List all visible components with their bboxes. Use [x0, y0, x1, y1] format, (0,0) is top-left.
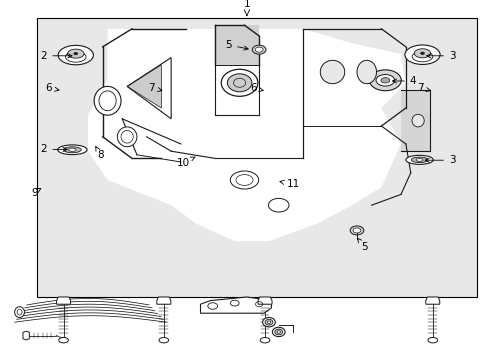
Ellipse shape — [380, 77, 389, 83]
Text: 6: 6 — [249, 83, 263, 93]
Text: 3: 3 — [425, 155, 455, 165]
Text: 5: 5 — [357, 238, 367, 252]
Ellipse shape — [320, 60, 344, 84]
Text: 7: 7 — [148, 83, 162, 93]
Text: 7: 7 — [416, 83, 429, 93]
Text: 10: 10 — [177, 157, 195, 168]
Ellipse shape — [274, 329, 282, 335]
Ellipse shape — [268, 198, 288, 212]
Ellipse shape — [159, 338, 168, 343]
Polygon shape — [88, 29, 405, 241]
Ellipse shape — [276, 330, 280, 333]
Polygon shape — [258, 297, 271, 304]
Ellipse shape — [356, 60, 376, 84]
Ellipse shape — [59, 338, 68, 343]
Text: 3: 3 — [426, 51, 455, 61]
Ellipse shape — [68, 148, 76, 152]
Text: 4: 4 — [392, 76, 416, 86]
Ellipse shape — [266, 321, 270, 323]
Ellipse shape — [411, 114, 424, 127]
Ellipse shape — [221, 69, 258, 96]
Polygon shape — [57, 297, 70, 304]
Text: 2: 2 — [41, 51, 72, 61]
Ellipse shape — [58, 45, 93, 65]
Ellipse shape — [117, 127, 137, 147]
Ellipse shape — [230, 171, 258, 189]
Ellipse shape — [427, 338, 437, 343]
Polygon shape — [425, 297, 439, 304]
Polygon shape — [400, 90, 429, 151]
Ellipse shape — [74, 52, 78, 55]
Ellipse shape — [255, 47, 263, 52]
Ellipse shape — [415, 158, 422, 161]
Text: 8: 8 — [96, 147, 103, 160]
Text: 1: 1 — [243, 0, 250, 9]
Ellipse shape — [63, 147, 81, 153]
Ellipse shape — [264, 319, 272, 325]
Ellipse shape — [410, 157, 427, 163]
Ellipse shape — [15, 307, 24, 318]
Bar — [37, 18, 476, 297]
Ellipse shape — [369, 70, 400, 91]
Polygon shape — [23, 331, 29, 340]
Text: 11: 11 — [279, 179, 300, 189]
Polygon shape — [157, 297, 170, 304]
Text: 2: 2 — [41, 144, 67, 154]
Text: 9: 9 — [31, 188, 41, 198]
Ellipse shape — [227, 74, 251, 92]
Polygon shape — [215, 25, 259, 65]
Polygon shape — [127, 65, 161, 108]
Ellipse shape — [349, 226, 363, 235]
Ellipse shape — [375, 75, 394, 86]
Ellipse shape — [252, 45, 265, 54]
Ellipse shape — [58, 145, 87, 155]
Text: 5: 5 — [225, 40, 248, 50]
Ellipse shape — [262, 318, 275, 327]
Ellipse shape — [352, 228, 360, 233]
Ellipse shape — [272, 327, 285, 337]
Ellipse shape — [405, 155, 432, 165]
Text: 6: 6 — [45, 83, 59, 93]
Ellipse shape — [94, 86, 121, 115]
Ellipse shape — [420, 52, 424, 55]
Ellipse shape — [413, 49, 430, 58]
Ellipse shape — [260, 338, 269, 343]
Polygon shape — [200, 297, 271, 313]
Ellipse shape — [67, 49, 84, 58]
Ellipse shape — [404, 45, 439, 64]
